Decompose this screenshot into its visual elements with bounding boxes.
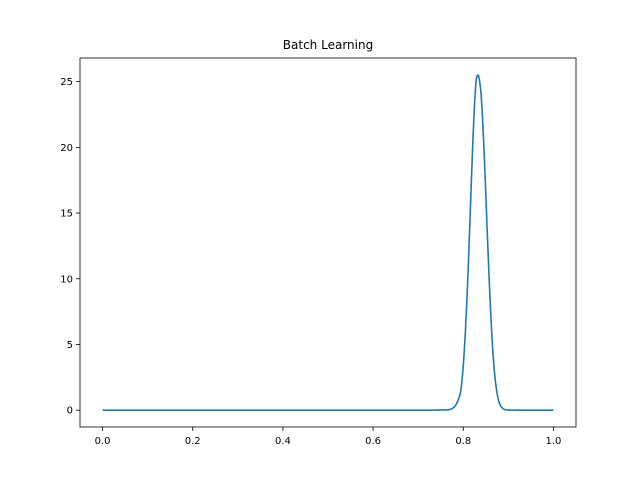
x-tick-label: 0.8 [455,436,471,447]
x-tick-label: 0.0 [95,436,111,447]
y-tick-label: 5 [67,340,73,351]
x-axis-ticks: 0.0 0.2 0.4 0.6 0.8 1.0 [95,427,562,447]
x-tick-label: 0.4 [275,436,291,447]
series-layer [102,74,554,411]
x-tick-label: 0.2 [185,436,201,447]
x-tick-label: 0.6 [365,436,381,447]
y-tick-label: 0 [67,406,73,417]
y-tick-label: 15 [60,209,73,220]
y-axis-ticks: 0 5 10 15 20 25 [60,77,80,417]
series-line-0 [102,74,554,411]
y-tick-label: 20 [60,143,73,154]
y-tick-label: 10 [60,274,73,285]
chart-title: Batch Learning [283,38,373,52]
y-tick-label: 25 [60,77,73,88]
plot-frame [79,57,577,428]
x-tick-label: 1.0 [546,436,562,447]
